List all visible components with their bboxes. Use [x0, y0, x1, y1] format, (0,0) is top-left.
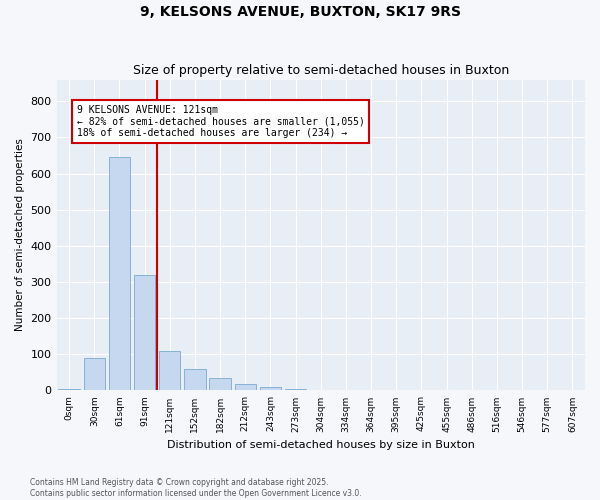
X-axis label: Distribution of semi-detached houses by size in Buxton: Distribution of semi-detached houses by … — [167, 440, 475, 450]
Bar — [159, 350, 181, 391]
Bar — [83, 358, 105, 390]
Bar — [235, 384, 256, 390]
Bar — [285, 388, 307, 390]
Bar — [260, 387, 281, 390]
Bar — [58, 388, 80, 390]
Text: 9 KELSONS AVENUE: 121sqm
← 82% of semi-detached houses are smaller (1,055)
18% o: 9 KELSONS AVENUE: 121sqm ← 82% of semi-d… — [77, 105, 365, 138]
Text: 9, KELSONS AVENUE, BUXTON, SK17 9RS: 9, KELSONS AVENUE, BUXTON, SK17 9RS — [139, 5, 461, 19]
Bar — [184, 368, 206, 390]
Title: Size of property relative to semi-detached houses in Buxton: Size of property relative to semi-detach… — [133, 64, 509, 77]
Y-axis label: Number of semi-detached properties: Number of semi-detached properties — [15, 138, 25, 332]
Bar — [109, 158, 130, 390]
Bar — [134, 275, 155, 390]
Text: Contains HM Land Registry data © Crown copyright and database right 2025.
Contai: Contains HM Land Registry data © Crown c… — [30, 478, 362, 498]
Bar — [209, 378, 231, 390]
